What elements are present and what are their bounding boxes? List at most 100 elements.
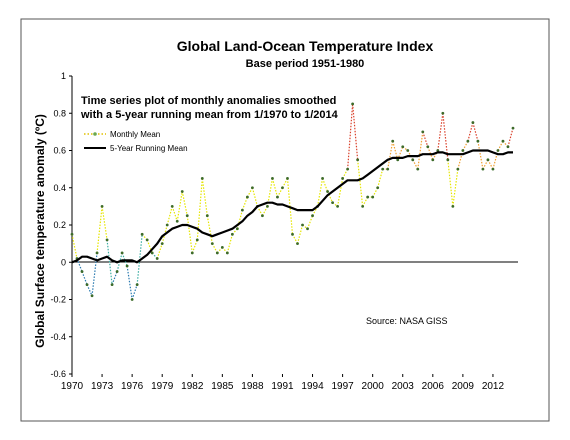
monthly-mean-point — [481, 167, 485, 171]
x-tick-label: 1982 — [181, 381, 204, 392]
monthly-mean-point — [306, 227, 309, 231]
monthly-mean-segment — [76, 258, 83, 272]
monthly-mean-segment — [101, 206, 108, 240]
monthly-mean-point — [321, 177, 324, 180]
monthly-mean-point — [471, 121, 475, 124]
monthly-mean-point — [391, 139, 395, 143]
monthly-mean-point — [286, 177, 289, 180]
monthly-mean-segment — [81, 271, 88, 285]
monthly-mean-point — [266, 204, 269, 208]
monthly-mean-point — [80, 270, 84, 273]
monthly-mean-segment — [166, 206, 173, 226]
monthly-mean-point — [496, 149, 500, 152]
x-tick-label: 1994 — [301, 381, 324, 392]
y-tick-label: 0 — [61, 257, 66, 267]
monthly-mean-segment — [131, 284, 138, 300]
y-axis-label: Global Surface temperature anomaly (ºC) — [33, 114, 47, 348]
monthly-mean-segment — [171, 206, 178, 222]
monthly-mean-point — [261, 214, 264, 218]
monthly-mean-point — [225, 251, 229, 255]
monthly-mean-point — [135, 283, 139, 286]
y-tick-label: 0.4 — [53, 183, 66, 193]
monthly-mean-point — [200, 177, 204, 180]
monthly-mean-segment — [422, 131, 429, 147]
monthly-mean-point — [296, 242, 299, 246]
monthly-mean-point — [165, 223, 169, 227]
monthly-mean-point — [301, 223, 304, 227]
x-tick-label: 1976 — [121, 381, 144, 392]
chart-annotation-line-2: with a 5-year running mean from 1/1970 t… — [80, 109, 339, 121]
monthly-mean-point — [406, 149, 410, 152]
monthly-mean-point — [251, 186, 254, 190]
x-tick-label: 2009 — [452, 381, 475, 392]
y-tick-label: 0.6 — [53, 146, 66, 156]
monthly-mean-point — [396, 158, 400, 162]
monthly-mean-point — [205, 214, 209, 218]
monthly-mean-point — [426, 145, 430, 149]
monthly-mean-point — [461, 149, 465, 152]
legend-label-running: 5-Year Running Mean — [110, 144, 188, 153]
monthly-mean-segment — [91, 252, 98, 296]
monthly-mean-point — [451, 204, 455, 208]
monthly-mean-point — [130, 298, 134, 301]
monthly-mean-point — [371, 195, 375, 199]
monthly-mean-point — [220, 245, 224, 249]
monthly-mean-point — [110, 283, 114, 286]
monthly-mean-segment — [86, 284, 93, 297]
monthly-mean-segment — [347, 103, 354, 170]
monthly-mean-point — [70, 232, 74, 236]
monthly-mean-segment — [111, 271, 118, 285]
y-tick-label: -0.2 — [50, 295, 66, 305]
x-tick-label: 1973 — [91, 381, 114, 392]
monthly-mean-point — [140, 232, 144, 236]
running-mean-series — [71, 149, 513, 264]
chart-annotation-line-1: Time series plot of monthly anomalies sm… — [81, 95, 336, 107]
monthly-mean-point — [456, 167, 460, 171]
monthly-mean-point — [381, 167, 385, 171]
monthly-mean-segment — [201, 178, 208, 216]
x-tick-label: 1970 — [61, 381, 84, 392]
monthly-mean-point — [281, 186, 284, 190]
x-tick-label: 1997 — [331, 381, 354, 392]
monthly-mean-segment — [392, 141, 399, 160]
monthly-mean-point — [150, 251, 154, 255]
monthly-mean-point — [276, 195, 279, 199]
monthly-mean-segment — [472, 122, 479, 142]
monthly-mean-point — [421, 130, 425, 134]
x-tick-label: 2000 — [362, 381, 385, 392]
monthly-mean-segment — [437, 113, 444, 151]
monthly-mean-point — [336, 204, 339, 208]
monthly-mean-segment — [442, 113, 449, 160]
chart-title: Global Land-Ocean Temperature Index — [177, 38, 434, 54]
y-tick-label: -0.6 — [50, 369, 66, 379]
chart-frame — [20, 18, 550, 422]
monthly-mean-series — [70, 102, 515, 301]
monthly-mean-point — [240, 208, 244, 212]
monthly-mean-point — [245, 195, 249, 199]
x-ticks: 1970 1973 1976 1979 1982 1985 1988 1991 1994 1997… — [61, 374, 505, 392]
monthly-mean-segment — [96, 206, 103, 254]
monthly-mean-point — [185, 214, 189, 218]
legend-label-monthly: Monthly Mean — [110, 130, 160, 139]
monthly-mean-point — [195, 238, 199, 242]
legend-item-monthly: Monthly Mean — [84, 130, 160, 139]
monthly-mean-segment — [467, 122, 474, 142]
monthly-mean-point — [436, 149, 440, 152]
x-tick-label: 2006 — [422, 381, 445, 392]
running-mean-line — [71, 149, 513, 264]
monthly-mean-point — [476, 139, 480, 143]
legend: Monthly Mean 5-Year Running Mean — [84, 130, 188, 153]
monthly-mean-point — [501, 139, 505, 143]
monthly-mean-segment — [296, 224, 304, 244]
monthly-mean-point — [125, 264, 129, 268]
monthly-mean-segment — [186, 215, 193, 254]
monthly-mean-point — [120, 251, 124, 255]
monthly-mean-point — [446, 158, 450, 162]
monthly-mean-point — [160, 242, 164, 246]
x-tick-label: 1985 — [211, 381, 234, 392]
monthly-mean-segment — [322, 178, 329, 192]
monthly-mean-segment — [507, 127, 514, 147]
monthly-mean-point — [466, 139, 470, 143]
monthly-mean-point — [215, 251, 219, 255]
monthly-mean-point — [431, 158, 435, 162]
